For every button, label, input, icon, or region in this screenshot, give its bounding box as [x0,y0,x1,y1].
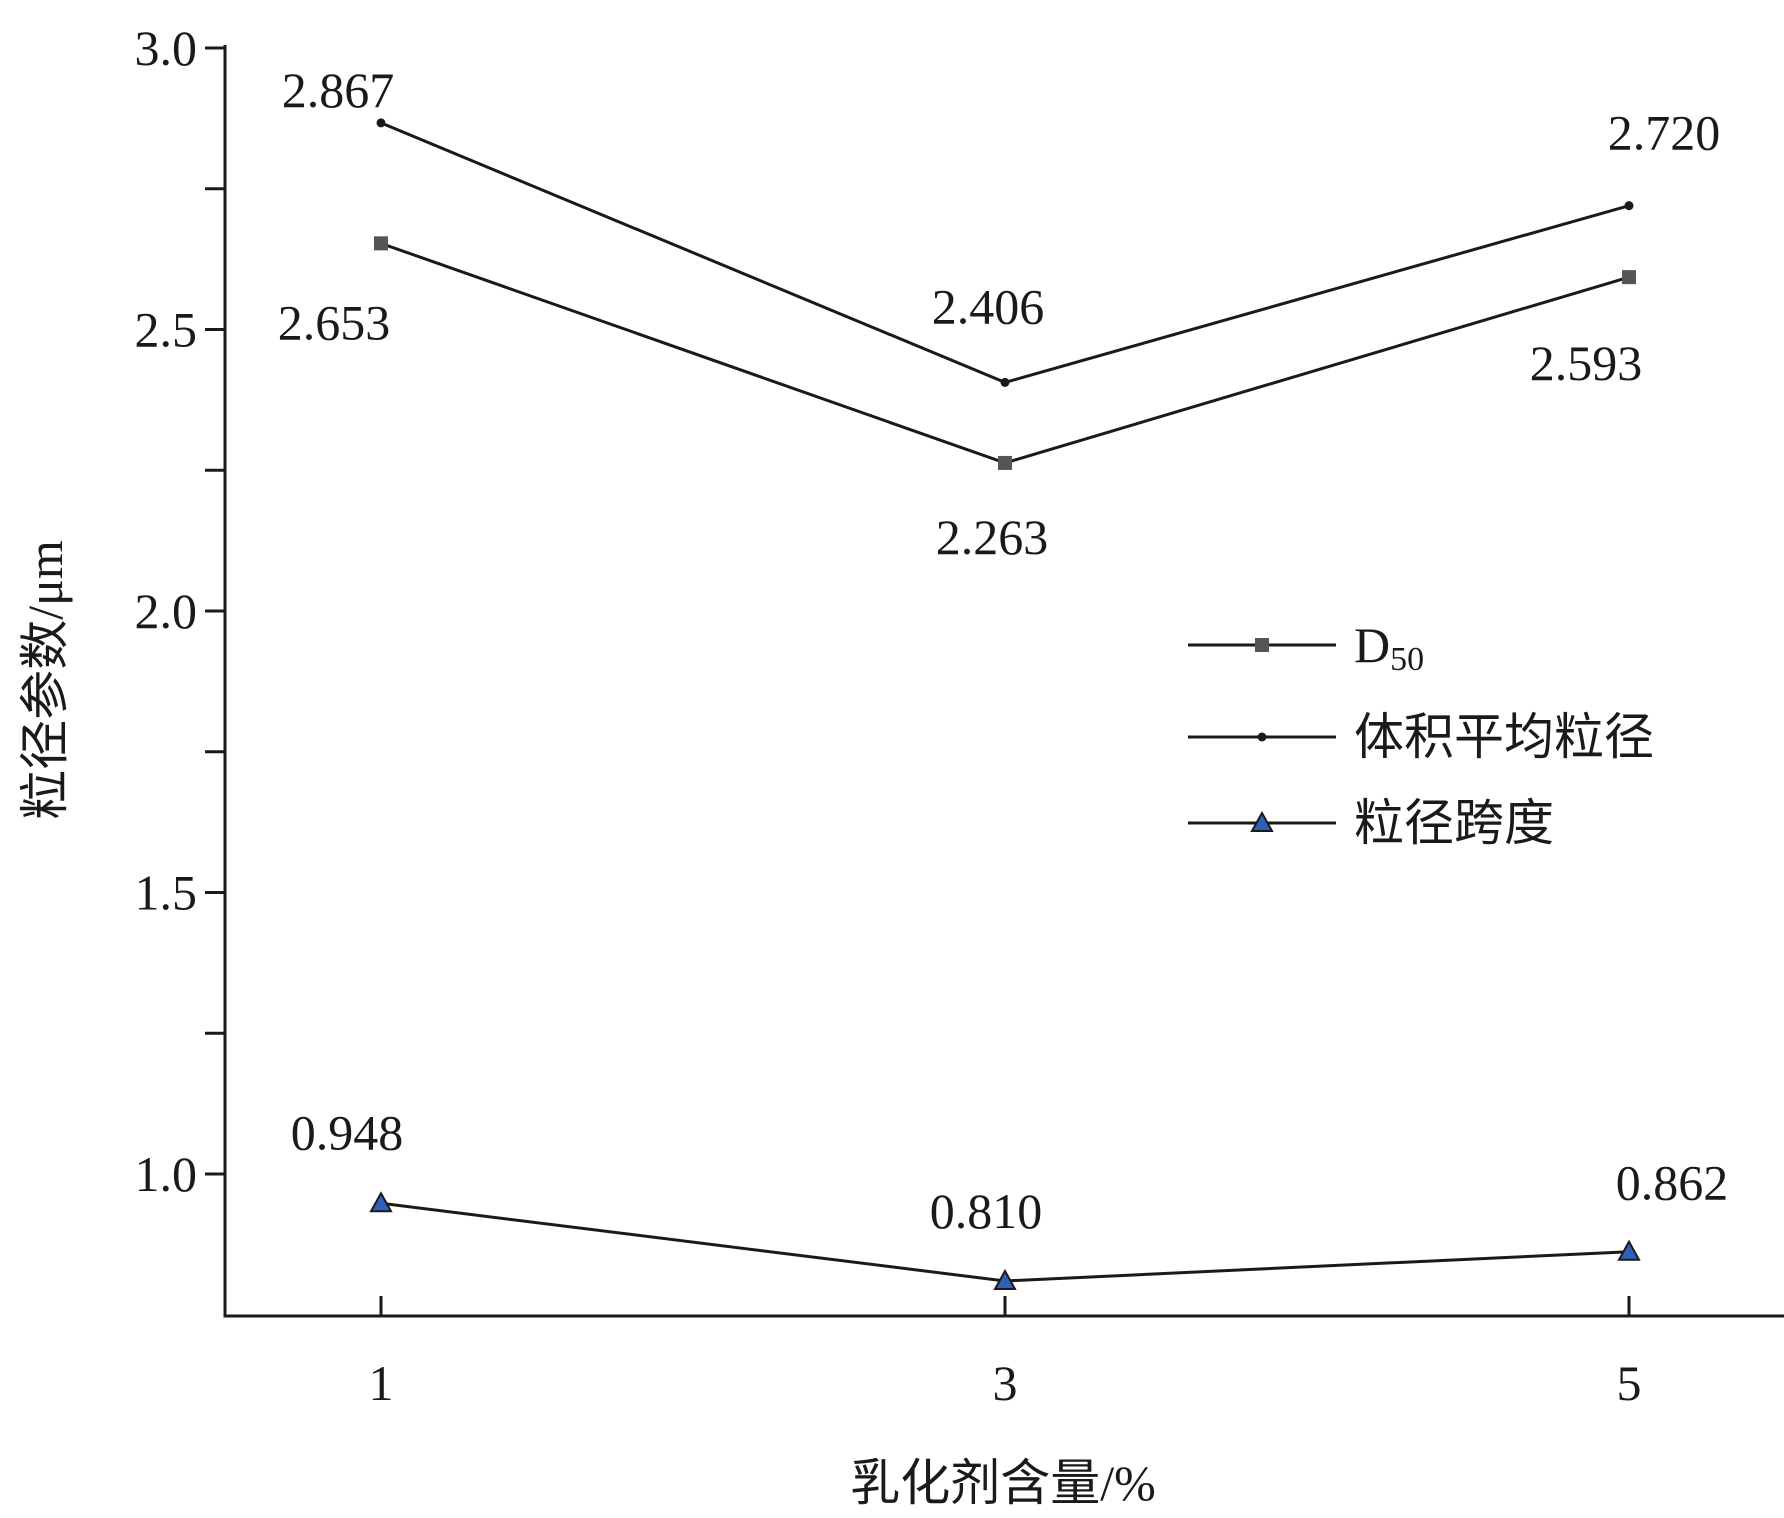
data-point [374,236,388,251]
data-label: 0.862 [1616,1155,1729,1211]
y-tick-label: 3.0 [135,20,198,76]
x-tick-label: 3 [993,1355,1018,1411]
data-point [376,118,386,128]
data-label: 0.810 [930,1183,1043,1239]
data-label: 2.653 [278,294,391,350]
data-label: 2.593 [1530,335,1643,391]
y-tick-label: 1.0 [135,1146,198,1202]
data-point [369,1191,393,1213]
x-ticks: 1 3 5 [369,1296,1642,1411]
series-layer: 2.653 2.263 2.593 2.867 2.406 2.720 0.948 0.810… [278,62,1729,1290]
data-label: 2.720 [1608,105,1721,161]
x-tick-label: 1 [369,1355,394,1411]
y-ticks: 1.0 1.5 2.0 2.5 3.0 [135,20,225,1202]
y-tick-label: 2.5 [135,302,198,358]
data-point [1000,377,1010,387]
y-tick-label: 1.5 [135,865,198,921]
series-line [380,121,1630,385]
legend-marker [1250,810,1274,832]
series-line [380,241,1630,465]
data-label: 2.263 [936,509,1049,565]
legend-label: D50 [1354,617,1424,678]
series-0: 2.653 2.263 2.593 [278,236,1643,565]
legend-marker [1255,638,1269,652]
data-point [993,1268,1017,1290]
y-axis-title: 粒径参数/μm [17,540,73,820]
data-point [998,455,1012,470]
data-label: 2.406 [932,278,1045,334]
series-1: 2.867 2.406 2.720 [282,62,1721,387]
data-point [1622,270,1636,285]
legend-item: 体积平均粒径 [1188,709,1654,765]
series-2: 0.948 0.810 0.862 [291,1104,1729,1290]
legend-marker [1257,732,1267,742]
data-point [1617,1239,1641,1261]
legend-label: 粒径跨度 [1354,795,1554,851]
data-point [1624,201,1634,211]
x-tick-label: 5 [1617,1355,1642,1411]
data-label: 2.867 [282,62,395,118]
axes [223,45,1784,1318]
data-label: 0.948 [291,1104,404,1160]
x-axis-title: 乳化剂含量/% [850,1455,1156,1511]
legend-item: 粒径跨度 [1188,795,1554,851]
legend-label: 体积平均粒径 [1354,709,1654,765]
y-tick-label: 2.0 [135,583,198,639]
legend-item: D50 [1188,617,1424,678]
